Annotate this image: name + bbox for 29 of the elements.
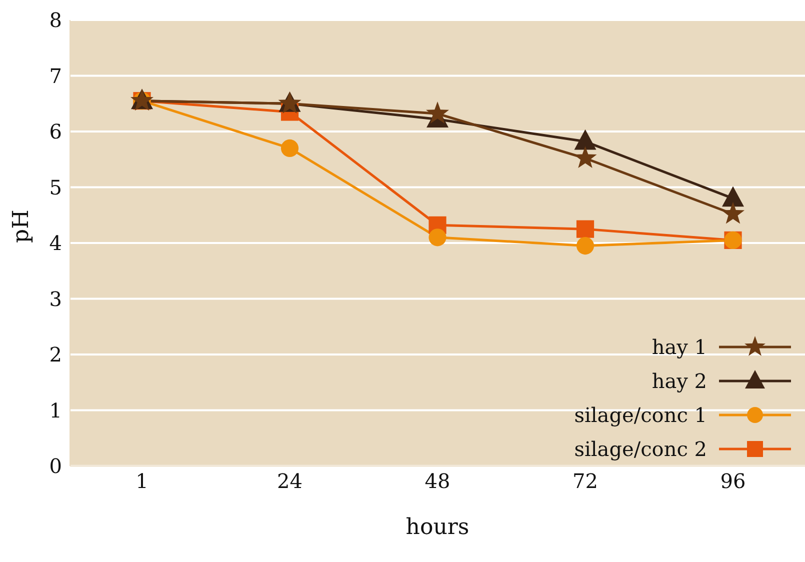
y-tick-label: 1 <box>49 398 62 422</box>
y-axis-title: pH <box>8 210 34 243</box>
point <box>576 236 594 255</box>
y-tick-label: 5 <box>49 175 62 200</box>
y-tick-label: 3 <box>49 286 62 311</box>
point <box>280 139 299 158</box>
y-tick-label: 4 <box>49 231 62 256</box>
x-tick-label: 96 <box>720 469 746 494</box>
x-axis-title: hours <box>406 515 470 540</box>
y-tick-label: 8 <box>49 8 62 32</box>
y-tick-label: 0 <box>49 454 62 478</box>
y-tick-label: 6 <box>49 120 62 144</box>
point <box>574 146 597 168</box>
y-tick-label: 2 <box>49 342 62 367</box>
x-tick-label: 72 <box>572 469 598 494</box>
point <box>721 202 745 224</box>
point <box>428 228 446 246</box>
point <box>426 102 450 124</box>
point <box>722 186 744 207</box>
legend-label: silage/conc 2 <box>574 437 707 461</box>
legend-label: silage/conc 1 <box>574 403 707 427</box>
x-tick-label: 48 <box>424 469 450 494</box>
point <box>574 129 596 150</box>
point <box>576 220 594 238</box>
y-tick-label: 7 <box>49 64 62 88</box>
x-tick-label: 24 <box>277 469 302 494</box>
x-tick-label: 1 <box>136 469 148 494</box>
legend-label: hay 1 <box>652 335 707 359</box>
legend-label: hay 2 <box>652 369 707 393</box>
